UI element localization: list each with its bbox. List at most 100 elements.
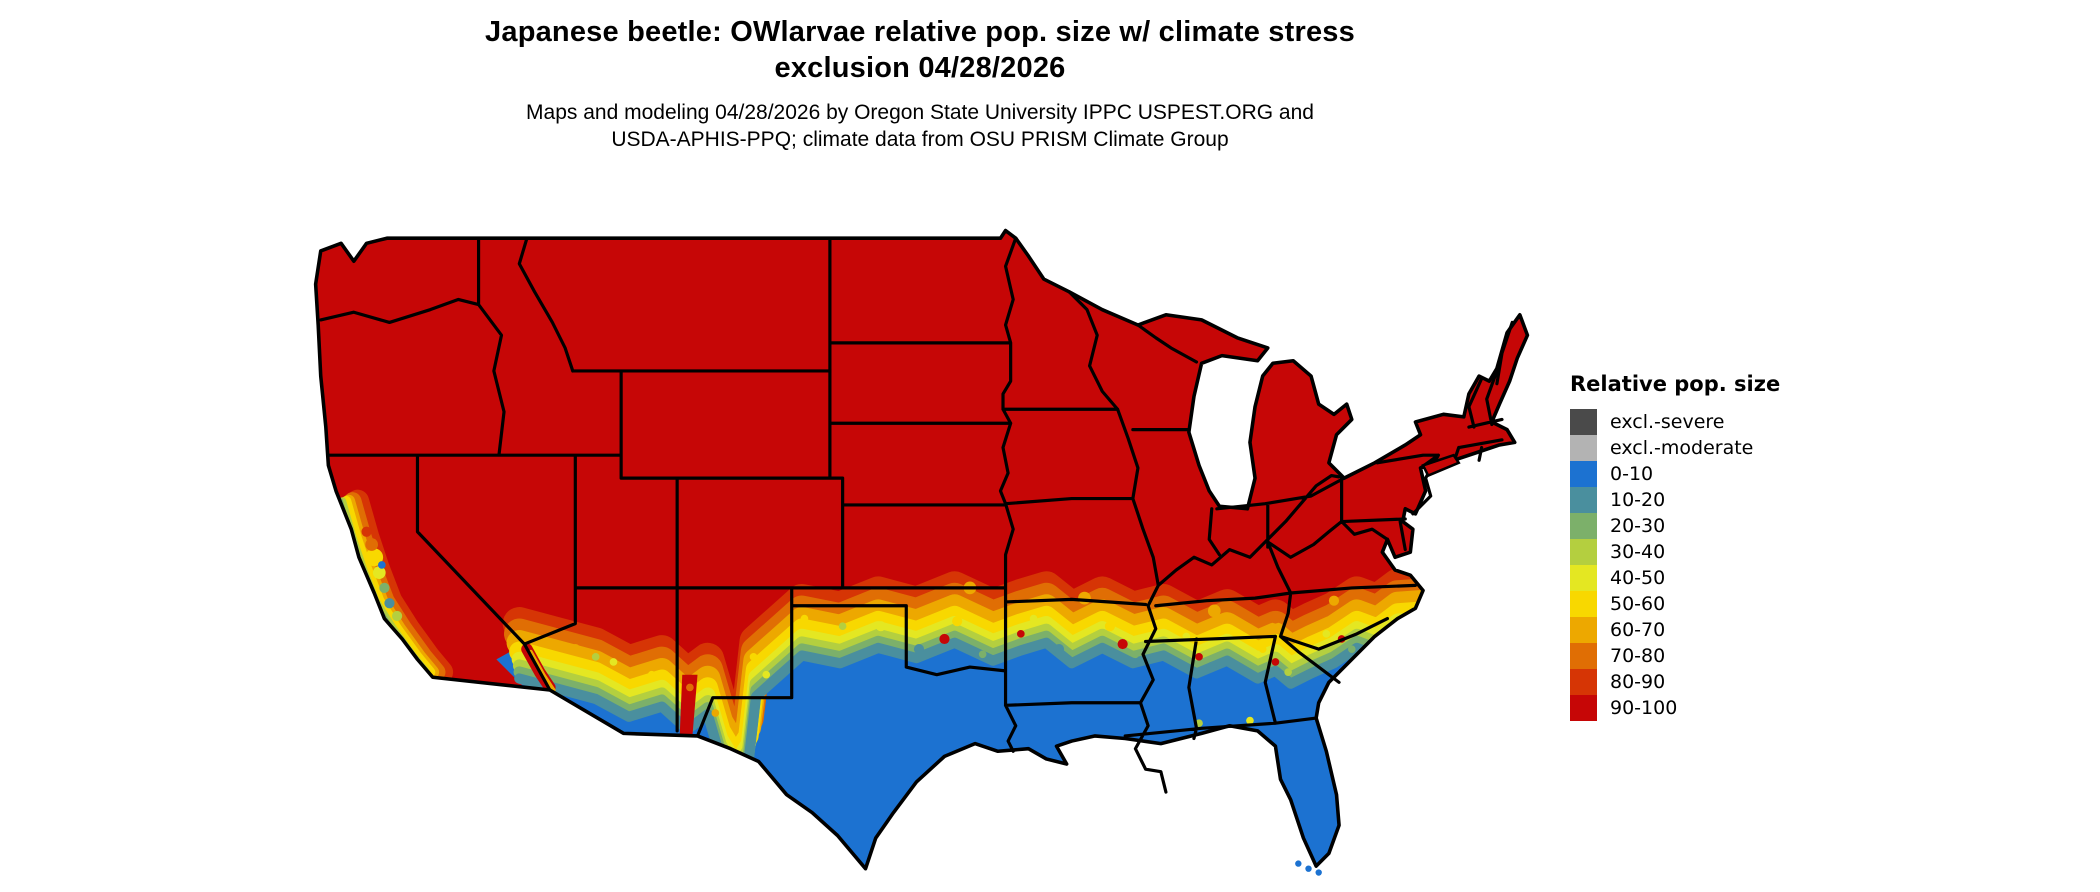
legend-swatch: [1570, 513, 1597, 539]
florida-keys-dots: [1295, 860, 1322, 876]
legend-label: 60-70: [1610, 619, 1666, 641]
speckle: [372, 566, 386, 579]
page-subtitle-line1: Maps and modeling 04/28/2026 by Oregon S…: [526, 101, 1314, 124]
us-risk-map: [308, 228, 1530, 884]
legend-swatch: [1570, 487, 1597, 513]
speckle: [1029, 614, 1038, 623]
speckle: [1270, 613, 1281, 624]
speckle: [686, 683, 694, 692]
keys-dot: [1295, 860, 1302, 867]
long-island: [1421, 453, 1461, 478]
speckle: [1117, 638, 1128, 650]
keys-dot: [1305, 865, 1312, 872]
legend-swatch: [1570, 617, 1597, 643]
legend-label: excl.-severe: [1610, 411, 1725, 433]
speckle: [365, 538, 379, 551]
page-subtitle-line2: USDA-APHIS-PPQ; climate data from OSU PR…: [611, 128, 1229, 151]
legend-row: 20-30: [1570, 513, 1780, 539]
legend-row: 40-50: [1570, 565, 1780, 591]
speckle: [1206, 661, 1217, 673]
speckle: [1284, 668, 1292, 676]
legend-label: 20-30: [1610, 515, 1666, 537]
speckle: [749, 652, 758, 661]
speckle: [875, 621, 886, 632]
speckle: [379, 582, 390, 594]
legend-row: 10-20: [1570, 487, 1780, 513]
speckle: [365, 548, 384, 567]
legend-title: Relative pop. size: [1570, 372, 1781, 396]
mottle-speckles: [361, 526, 1382, 761]
speckle: [762, 670, 771, 679]
page-title-line1: Japanese beetle: OWlarvae relative pop. …: [485, 16, 1355, 48]
legend-label: excl.-moderate: [1610, 437, 1754, 459]
state-borders: [319, 236, 1514, 794]
legend-label: 50-60: [1610, 593, 1666, 615]
legend-label: 80-90: [1610, 671, 1666, 693]
page-title: Japanese beetle: OWlarvae relative pop. …: [0, 14, 1840, 86]
legend-items: excl.-severe excl.-moderate 0-10 10-20 20-30…: [1570, 409, 1780, 721]
legend-label: 70-80: [1610, 645, 1666, 667]
speckle: [1347, 645, 1356, 653]
speckle: [591, 652, 600, 661]
legend-row: 60-70: [1570, 617, 1780, 643]
legend-swatch: [1570, 409, 1597, 435]
legend-row: 70-80: [1570, 643, 1780, 669]
legend-swatch: [1570, 435, 1597, 461]
speckle: [1322, 630, 1331, 638]
legend-row: 50-60: [1570, 591, 1780, 617]
speckle: [1328, 595, 1340, 606]
legend-swatch: [1570, 591, 1597, 617]
speckle: [939, 633, 950, 645]
speckle: [1053, 644, 1065, 655]
page-title-line2: exclusion 04/28/2026: [774, 52, 1066, 84]
speckle: [1258, 645, 1267, 653]
speckle: [1078, 591, 1091, 605]
legend-label: 10-20: [1610, 489, 1666, 511]
keys-dot: [1315, 869, 1322, 876]
legend-label: 0-10: [1610, 463, 1654, 485]
legend-row: 80-90: [1570, 669, 1780, 695]
legend-swatch: [1570, 565, 1597, 591]
speckle: [1015, 590, 1026, 601]
speckle: [913, 644, 925, 655]
speckle: [800, 614, 809, 623]
speckle: [978, 650, 987, 659]
speckle: [952, 615, 963, 627]
speckle: [361, 526, 372, 537]
speckle: [1246, 716, 1254, 725]
legend-row: excl.-moderate: [1570, 435, 1780, 461]
speckle: [1195, 652, 1203, 661]
legend-label: 90-100: [1610, 697, 1678, 719]
speckle: [647, 670, 656, 679]
speckle: [1017, 630, 1025, 638]
legend-swatch: [1570, 643, 1597, 669]
speckle: [609, 658, 618, 666]
speckle: [1373, 594, 1382, 602]
map-svg: [313, 228, 1530, 876]
header: Japanese beetle: OWlarvae relative pop. …: [0, 14, 1840, 153]
speckle: [384, 598, 395, 609]
legend-row: 30-40: [1570, 539, 1780, 565]
speckle: [1207, 604, 1221, 618]
rio-grande-red-strip: [679, 674, 698, 736]
speckle: [392, 610, 403, 622]
speckle: [1131, 650, 1140, 659]
legend-swatch: [1570, 539, 1597, 565]
legend-swatch: [1570, 695, 1597, 721]
speckle: [711, 709, 720, 717]
speckle: [838, 622, 847, 631]
legend-swatch: [1570, 669, 1597, 695]
speckle: [378, 561, 386, 569]
page-subtitle: Maps and modeling 04/28/2026 by Oregon S…: [0, 99, 1840, 153]
speckle: [1104, 621, 1116, 632]
legend-row: 90-100: [1570, 695, 1780, 721]
legend-label: 40-50: [1610, 567, 1666, 589]
speckle: [570, 644, 581, 655]
legend-swatch: [1570, 461, 1597, 487]
legend-row: excl.-severe: [1570, 409, 1780, 435]
legend: Relative pop. size excl.-severe excl.-mod…: [1570, 372, 1780, 721]
legend-row: 0-10: [1570, 461, 1780, 487]
speckle: [1271, 658, 1280, 666]
legend-label: 30-40: [1610, 541, 1666, 563]
